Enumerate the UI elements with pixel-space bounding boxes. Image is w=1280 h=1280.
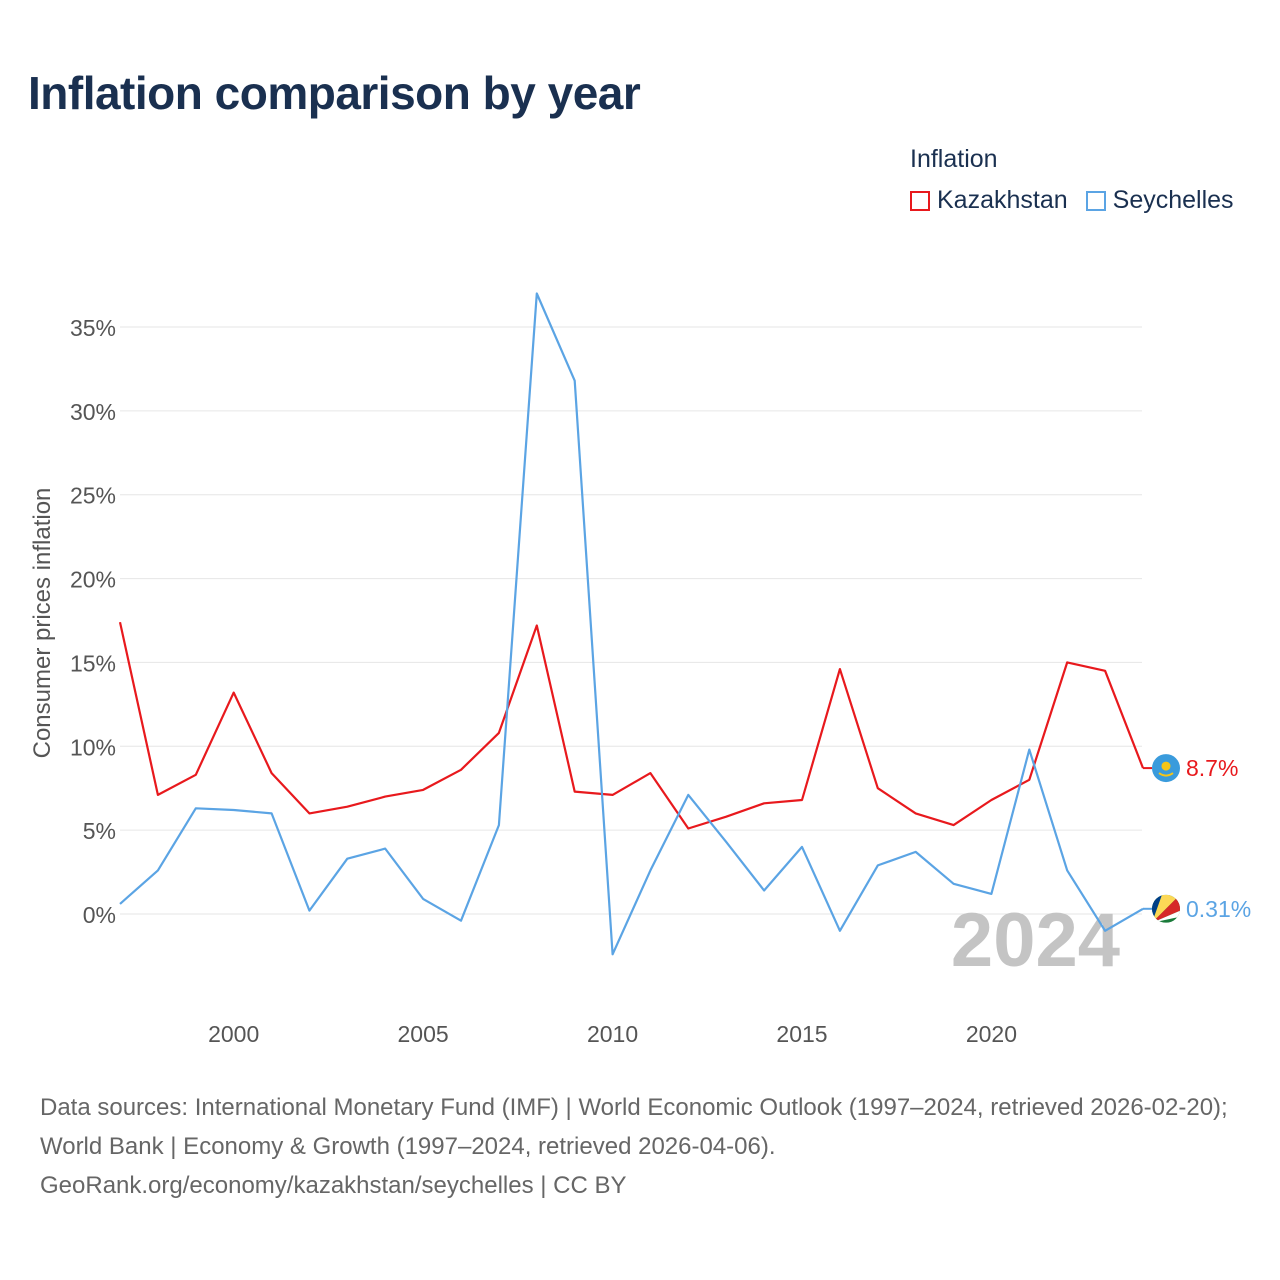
y-tick-label: 5% [83,818,116,844]
legend-label-kazakhstan: Kazakhstan [937,186,1068,214]
line-chart: 0%5%10%15%20%25%30%35% 2000 2005 2010 2015 2… [29,292,1251,1047]
y-tick-label: 10% [70,734,116,760]
chart-title: Inflation comparison by year [28,67,641,119]
y-tick-label: 0% [83,902,116,928]
year-watermark: 2024 [951,898,1120,983]
legend-title: Inflation [910,145,998,173]
x-axis-ticks: 2000 2005 2010 2015 2020 [208,1021,1017,1047]
y-tick-label: 35% [70,315,116,341]
y-tick-label: 25% [70,483,116,509]
x-tick-label: 2020 [966,1021,1017,1047]
x-tick-label: 2005 [398,1021,449,1047]
legend: Kazakhstan Seychelles [910,186,1252,215]
y-axis-label: Consumer prices inflation [29,488,56,759]
legend-label-seychelles: Seychelles [1112,186,1234,214]
y-tick-label: 15% [70,650,116,676]
x-tick-label: 2010 [587,1021,638,1047]
x-tick-label: 2000 [208,1021,259,1047]
footer-sources: Data sources: International Monetary Fun… [40,1094,1228,1160]
series-line-kazakhstan[interactable] [118,621,1145,830]
series-line-seychelles[interactable] [119,292,1144,956]
y-axis-ticks: 0% 5% 10% 15% 20% 25% 30% 35% [70,315,116,928]
y-tick-label: 20% [70,567,116,593]
end-markers: 8.7% 0.31% [1143,754,1251,923]
y-tick-label: 30% [70,399,116,425]
footer-link[interactable]: GeoRank.org/economy/kazakhstan/seychelle… [40,1172,627,1199]
legend-item-seychelles[interactable]: Seychelles [1085,186,1234,215]
kazakhstan-flag-icon [1152,754,1180,783]
footer: Data sources: International Monetary Fun… [40,1088,1250,1205]
series-lines [118,292,1145,956]
end-label-kazakhstan: 8.7% [1186,755,1238,781]
end-label-seychelles: 0.31% [1186,896,1251,922]
legend-swatch-seychelles [1085,190,1106,211]
seychelles-flag-icon [1152,894,1180,923]
x-tick-label: 2015 [776,1021,827,1047]
legend-swatch-kazakhstan [910,190,930,211]
gridlines [120,326,1142,915]
legend-item-kazakhstan[interactable]: Kazakhstan [910,186,1068,215]
